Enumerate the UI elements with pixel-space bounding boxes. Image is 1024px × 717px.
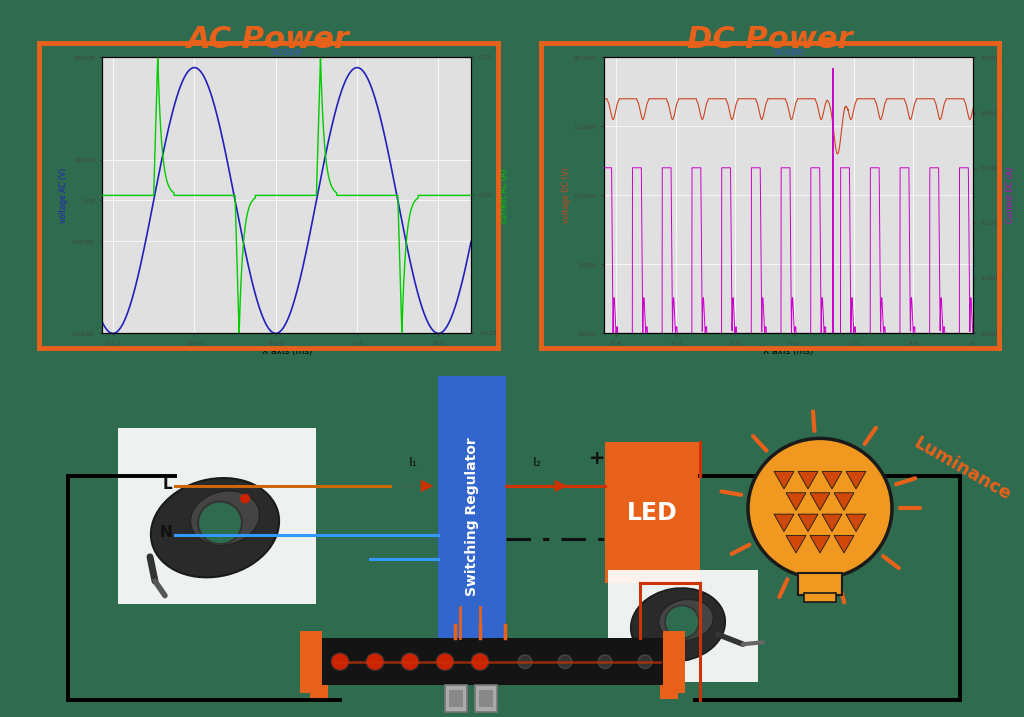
Polygon shape [810, 493, 830, 511]
Circle shape [366, 653, 384, 670]
Bar [315, 638, 670, 685]
Ellipse shape [631, 588, 725, 662]
Polygon shape [786, 536, 806, 553]
Title: Scope: Scope [270, 47, 303, 57]
Polygon shape [846, 471, 866, 489]
Circle shape [240, 494, 250, 503]
Polygon shape [822, 514, 842, 531]
Y-axis label: Current DC (A): Current DC (A) [1006, 167, 1015, 224]
Circle shape [518, 655, 532, 668]
Circle shape [558, 655, 572, 668]
Bar [449, 690, 463, 707]
Bar [660, 685, 678, 698]
Bar [804, 593, 836, 602]
Circle shape [331, 653, 349, 670]
Polygon shape [786, 493, 806, 511]
Y-axis label: voltage DC (V): voltage DC (V) [562, 168, 571, 223]
Polygon shape [834, 536, 854, 553]
Text: LED: LED [627, 500, 678, 525]
Polygon shape [774, 471, 794, 489]
Y-axis label: current AC (A): current AC (A) [501, 168, 509, 222]
Bar [310, 685, 328, 698]
Ellipse shape [658, 599, 714, 640]
Circle shape [598, 655, 612, 668]
Circle shape [401, 653, 419, 670]
X-axis label: X axis (ms): X axis (ms) [763, 348, 814, 356]
Bar [475, 685, 497, 712]
Polygon shape [810, 536, 830, 553]
Text: Switching Regulator: Switching Regulator [465, 437, 479, 597]
Bar [438, 376, 506, 657]
Bar [663, 631, 685, 693]
Text: I₂: I₂ [532, 457, 542, 470]
Bar [445, 685, 467, 712]
X-axis label: X axis (ms): X axis (ms) [261, 348, 312, 356]
Polygon shape [822, 471, 842, 489]
Circle shape [471, 653, 489, 670]
Text: N: N [160, 525, 172, 540]
Circle shape [638, 655, 652, 668]
Bar [479, 690, 493, 707]
Ellipse shape [151, 478, 280, 577]
Bar [798, 574, 842, 594]
Polygon shape [834, 493, 854, 511]
Ellipse shape [190, 490, 259, 545]
Circle shape [436, 653, 454, 670]
Bar [608, 571, 758, 682]
Title: Scope: Scope [772, 47, 805, 57]
Text: DC Power: DC Power [687, 25, 853, 54]
Circle shape [748, 438, 892, 578]
Text: I₁: I₁ [409, 457, 418, 470]
Polygon shape [798, 514, 818, 531]
Text: +: + [589, 449, 605, 467]
Text: AC Power: AC Power [186, 25, 350, 54]
Polygon shape [846, 514, 866, 531]
Circle shape [198, 501, 242, 544]
Bar [605, 442, 700, 583]
Text: L: L [163, 477, 172, 492]
Bar [300, 631, 322, 693]
Y-axis label: voltage AC (V): voltage AC (V) [59, 168, 69, 223]
Circle shape [665, 605, 699, 638]
Bar [118, 428, 316, 604]
Polygon shape [774, 514, 794, 531]
Text: Luminance: Luminance [910, 435, 1014, 505]
Polygon shape [798, 471, 818, 489]
